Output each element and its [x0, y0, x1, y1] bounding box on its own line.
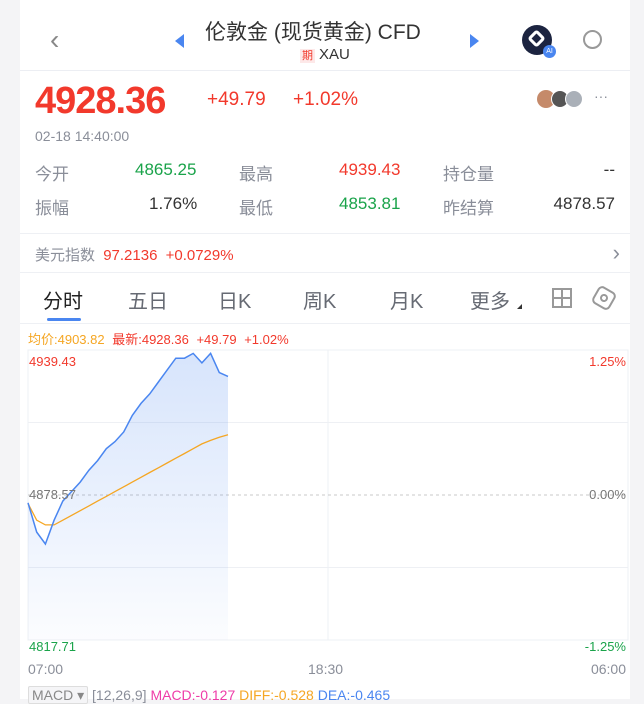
time-label-end: 06:00 [590, 661, 626, 677]
y-max-label: 4939.43 [29, 354, 76, 369]
usd-index-row[interactable]: 美元指数 97.2136 +0.0729% › [35, 240, 620, 265]
chart-legend: 均价:4903.82 最新:4928.36 +49.79 +1.02% [28, 329, 289, 348]
pct-min-label: -1.25% [584, 639, 626, 654]
tab-five-day[interactable]: 五日 [128, 291, 168, 313]
y-ref-label: 4878.57 [29, 487, 76, 502]
stat-label: 振幅 [35, 199, 69, 218]
prev-arrow-icon[interactable] [175, 34, 184, 48]
macd-row: MACD ▾ [12,26,9] MACD:-0.127 DIFF:-0.528… [28, 686, 391, 704]
last-price: 4928.36 [35, 80, 166, 122]
avatar [565, 90, 583, 108]
ai-label: AI [543, 45, 556, 58]
stat-value: -- [603, 160, 615, 179]
search-icon[interactable] [583, 30, 602, 49]
stat-value: 4865.25 [135, 160, 197, 179]
tab-weekly-k[interactable]: 周K [303, 291, 337, 313]
dea-value: DEA:-0.465 [317, 687, 391, 703]
user-avatars[interactable] [537, 90, 589, 108]
back-button[interactable]: ‹ [50, 24, 60, 55]
tab-daily-k[interactable]: 日K [218, 291, 252, 313]
stat-value: 4939.43 [339, 160, 401, 179]
usd-index-value: 97.2136 [103, 247, 158, 264]
tab-more[interactable]: 更多 [470, 291, 510, 313]
price-area [28, 353, 228, 640]
macd-value: MACD:-0.127 [150, 687, 236, 703]
y-min-label: 4817.71 [29, 639, 76, 654]
macd-params: [12,26,9] [92, 687, 147, 703]
price-change-pct: +1.02% [293, 89, 358, 110]
time-label-start: 07:00 [28, 661, 64, 677]
avg-price: 均价:4903.82 [28, 332, 105, 347]
active-tab-indicator [47, 318, 81, 321]
stat-label: 昨结算 [443, 199, 494, 218]
usd-index-change: +0.0729% [165, 247, 234, 264]
price-change: +49.79 [207, 89, 266, 110]
stat-label: 持仓量 [443, 165, 494, 184]
next-arrow-icon[interactable] [470, 34, 479, 48]
stat-value: 4878.57 [553, 194, 615, 213]
stat-value: 4853.81 [339, 194, 401, 213]
divider [20, 233, 630, 234]
grid-layout-icon[interactable] [552, 288, 572, 308]
pct-ref-label: 0.00% [589, 487, 626, 502]
page-title: 伦敦金 (现货黄金) CFD [205, 21, 421, 44]
symbol: XAU [319, 46, 350, 63]
divider [20, 323, 630, 324]
ai-assistant-button[interactable]: AI [522, 25, 556, 58]
chevron-right-icon: › [612, 240, 620, 265]
more-icon[interactable]: ··· [594, 88, 608, 104]
stat-value: 1.76% [149, 194, 198, 213]
price-line [27, 352, 229, 546]
dropdown-triangle-icon [517, 304, 522, 309]
futures-badge: 期 [300, 49, 315, 63]
usd-index-label: 美元指数 [35, 247, 96, 264]
time-label-mid: 18:30 [308, 661, 344, 677]
indicator-selector[interactable]: MACD ▾ [28, 686, 89, 704]
diff-value: DIFF:-0.528 [239, 687, 314, 703]
legend-change: +49.79 [196, 332, 237, 347]
symbol-row: 期 XAU [300, 46, 350, 63]
divider [20, 272, 630, 273]
header-divider [20, 70, 630, 71]
stat-label: 最高 [239, 165, 273, 184]
legend-pct: +1.02% [244, 332, 289, 347]
indicator-selector-label: MACD [32, 687, 74, 703]
quote-time: 02-18 14:40:00 [35, 128, 130, 144]
latest-price: 最新:4928.36 [112, 332, 189, 347]
stat-label: 今开 [35, 165, 69, 184]
tab-monthly-k[interactable]: 月K [390, 291, 424, 313]
pct-max-label: 1.25% [589, 354, 626, 369]
avatar [537, 90, 555, 108]
stat-label: 最低 [239, 199, 273, 218]
tab-intraday[interactable]: 分时 [43, 291, 83, 313]
avg-price-line [27, 434, 229, 526]
stats-grid: 今开 4865.25 最高 4939.43 持仓量 -- 振幅 1.76% 最低… [35, 160, 615, 220]
